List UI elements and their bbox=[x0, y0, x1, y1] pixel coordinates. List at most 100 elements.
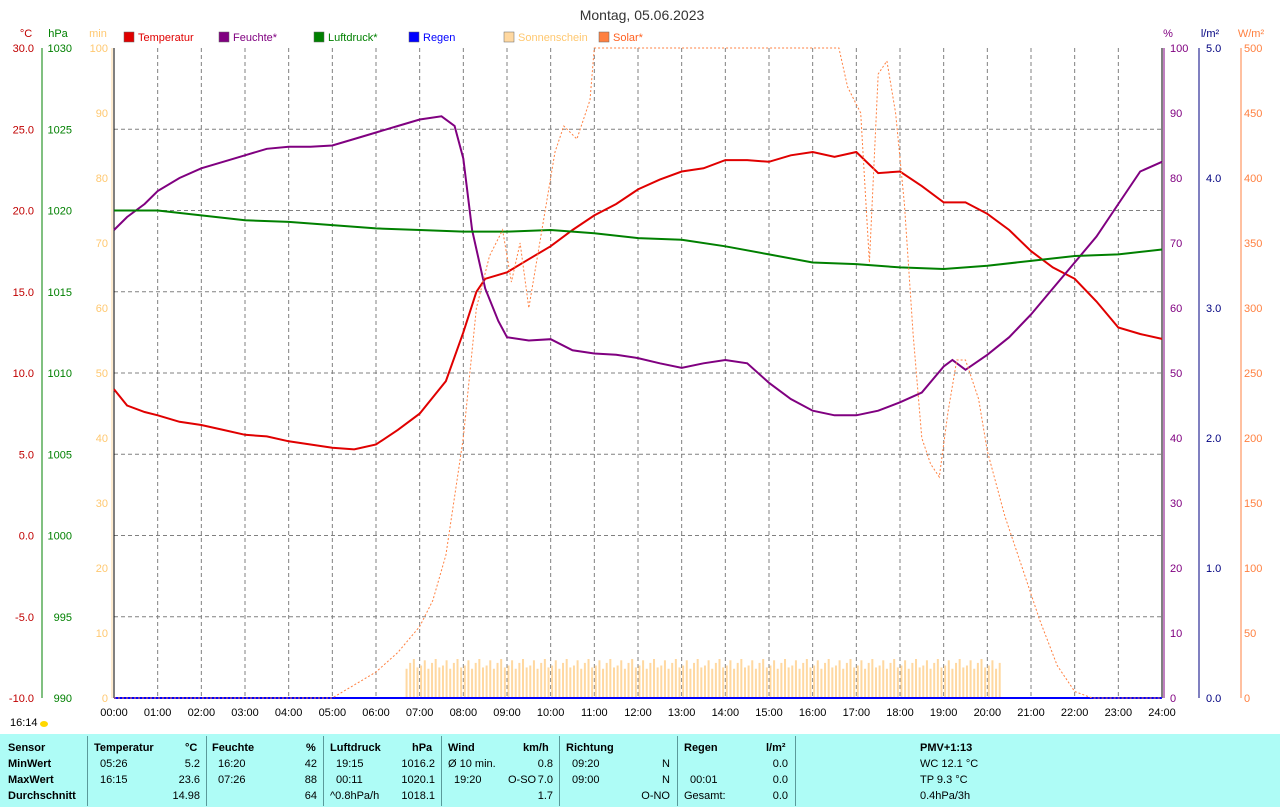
sunshine-bar bbox=[485, 665, 488, 698]
tick-label-time: 05:00 bbox=[319, 707, 347, 716]
tick-label-time: 12:00 bbox=[624, 707, 652, 716]
sunshine-bar bbox=[725, 665, 728, 698]
tick-label-sun: 100 bbox=[90, 43, 108, 55]
sunshine-bar bbox=[634, 667, 637, 698]
sunshine-bar bbox=[925, 660, 928, 698]
legend-swatch bbox=[408, 31, 420, 43]
sunshine-bar bbox=[845, 662, 848, 698]
sunshine-bar bbox=[714, 662, 717, 698]
sunshine-bar bbox=[412, 659, 415, 698]
tick-label-rain: 0.0 bbox=[1206, 693, 1221, 705]
sunshine-bar bbox=[481, 667, 484, 698]
sunshine-bar bbox=[853, 667, 856, 698]
sunshine-bar bbox=[478, 659, 481, 698]
tick-label-sun: 40 bbox=[96, 433, 108, 445]
tick-label-sun: 70 bbox=[96, 238, 108, 250]
sunshine-bar bbox=[976, 662, 979, 698]
legend-swatch bbox=[313, 31, 325, 43]
wind-max-dir: O-SO bbox=[508, 774, 537, 786]
sunshine-bar bbox=[598, 660, 601, 698]
tick-label-solar: 450 bbox=[1244, 108, 1262, 120]
sunshine-bar bbox=[995, 668, 998, 698]
tick-label-solar: 250 bbox=[1244, 368, 1262, 380]
tick-label-temp: 20.0 bbox=[13, 206, 34, 218]
tick-label-hum: 60 bbox=[1170, 303, 1182, 315]
sunshine-bar bbox=[889, 662, 892, 698]
sunshine-bar bbox=[536, 668, 539, 698]
sunshine-bar bbox=[784, 659, 787, 698]
hum-min-val: 42 bbox=[304, 758, 317, 770]
tick-label-press: 990 bbox=[54, 693, 72, 705]
sunshine-bar bbox=[496, 662, 499, 698]
tick-label-sun: 0 bbox=[102, 693, 108, 705]
rain-val-1: 0.0 bbox=[772, 774, 788, 786]
sunshine-bar bbox=[645, 668, 648, 698]
tick-label-hum: 80 bbox=[1170, 173, 1182, 185]
tick-label-time: 03:00 bbox=[231, 707, 259, 716]
tick-label-sun: 10 bbox=[96, 628, 108, 640]
pmv-wc: WC 12.1 °C bbox=[920, 758, 979, 770]
sunshine-bar bbox=[809, 667, 812, 698]
tick-label-solar: 400 bbox=[1244, 173, 1262, 185]
tick-label-press: 1020 bbox=[48, 206, 72, 218]
sunshine-bar bbox=[565, 659, 568, 698]
legend-swatch bbox=[598, 31, 610, 43]
sunshine-bar bbox=[463, 665, 466, 698]
tick-label-time: 13:00 bbox=[668, 707, 696, 716]
sunshine-bar bbox=[594, 665, 597, 698]
press-min-time: 19:15 bbox=[336, 758, 364, 770]
sunshine-bar bbox=[532, 660, 535, 698]
rain-unit: l/m² bbox=[766, 742, 786, 754]
tick-label-sun: 50 bbox=[96, 368, 108, 380]
sunshine-bar bbox=[660, 665, 663, 698]
sunshine-bar bbox=[867, 662, 870, 698]
press-max-time: 00:11 bbox=[336, 774, 363, 786]
tick-label-time: 10:00 bbox=[537, 707, 565, 716]
tick-label-press: 1010 bbox=[48, 368, 72, 380]
unit-solar: W/m² bbox=[1238, 28, 1265, 40]
tick-label-time: 01:00 bbox=[144, 707, 172, 716]
sunshine-bar bbox=[569, 667, 572, 698]
tick-label-solar: 350 bbox=[1244, 238, 1262, 250]
sunshine-bar bbox=[987, 665, 990, 698]
sunshine-bar bbox=[936, 659, 939, 698]
tick-label-time: 00:00 bbox=[100, 707, 128, 716]
row-label-max: MaxWert bbox=[8, 774, 54, 786]
wind-avg-val: 1.7 bbox=[537, 790, 553, 802]
sunshine-bar bbox=[922, 665, 925, 698]
sunshine-bar bbox=[893, 659, 896, 698]
sunshine-bar bbox=[758, 662, 761, 698]
sunshine-bar bbox=[827, 659, 830, 698]
press-unit: hPa bbox=[412, 742, 433, 754]
unit-press: hPa bbox=[48, 28, 68, 40]
unit-temp: °C bbox=[20, 28, 32, 40]
sunshine-bar bbox=[740, 659, 743, 698]
wind-max-val: 7.0 bbox=[537, 774, 553, 786]
wind-avg10-label: Ø 10 min. bbox=[448, 758, 496, 770]
series-line-luftdruck bbox=[114, 209, 1163, 271]
sunshine-bar bbox=[864, 668, 867, 698]
sunshine-bar bbox=[918, 667, 921, 698]
tick-label-sun: 30 bbox=[96, 498, 108, 510]
sunshine-bar bbox=[722, 667, 725, 698]
sunshine-bar bbox=[696, 659, 699, 698]
tick-label-sun: 90 bbox=[96, 108, 108, 120]
sunshine-bar bbox=[583, 662, 586, 698]
sunshine-bar bbox=[503, 667, 506, 698]
hum-max-time: 07:26 bbox=[218, 774, 246, 786]
sunshine-bar bbox=[616, 665, 619, 698]
tick-label-temp: 10.0 bbox=[13, 368, 34, 380]
sunshine-bar bbox=[663, 660, 666, 698]
tick-label-press: 995 bbox=[54, 612, 72, 624]
sunshine-bar bbox=[838, 660, 841, 698]
sunshine-bar bbox=[707, 660, 710, 698]
tick-label-rain: 2.0 bbox=[1206, 433, 1221, 445]
sunshine-bar bbox=[649, 662, 652, 698]
tick-label-temp: 0.0 bbox=[19, 531, 34, 543]
tick-label-hum: 50 bbox=[1170, 368, 1182, 380]
sunshine-bar bbox=[620, 660, 623, 698]
tick-label-temp: 25.0 bbox=[13, 124, 34, 136]
wind-unit: km/h bbox=[523, 742, 549, 754]
sunshine-bar bbox=[420, 665, 423, 698]
temp-max-val: 23.6 bbox=[178, 774, 200, 786]
